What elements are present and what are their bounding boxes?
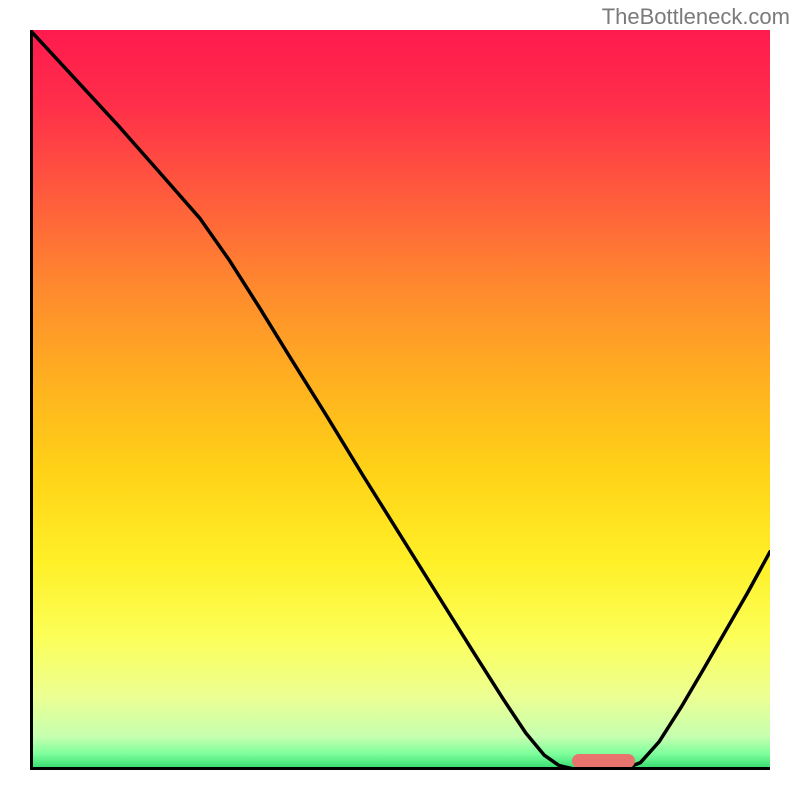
watermark-text: TheBottleneck.com <box>602 4 790 30</box>
plot-area <box>30 30 770 770</box>
target-marker <box>572 754 635 767</box>
curve-line <box>30 30 770 770</box>
